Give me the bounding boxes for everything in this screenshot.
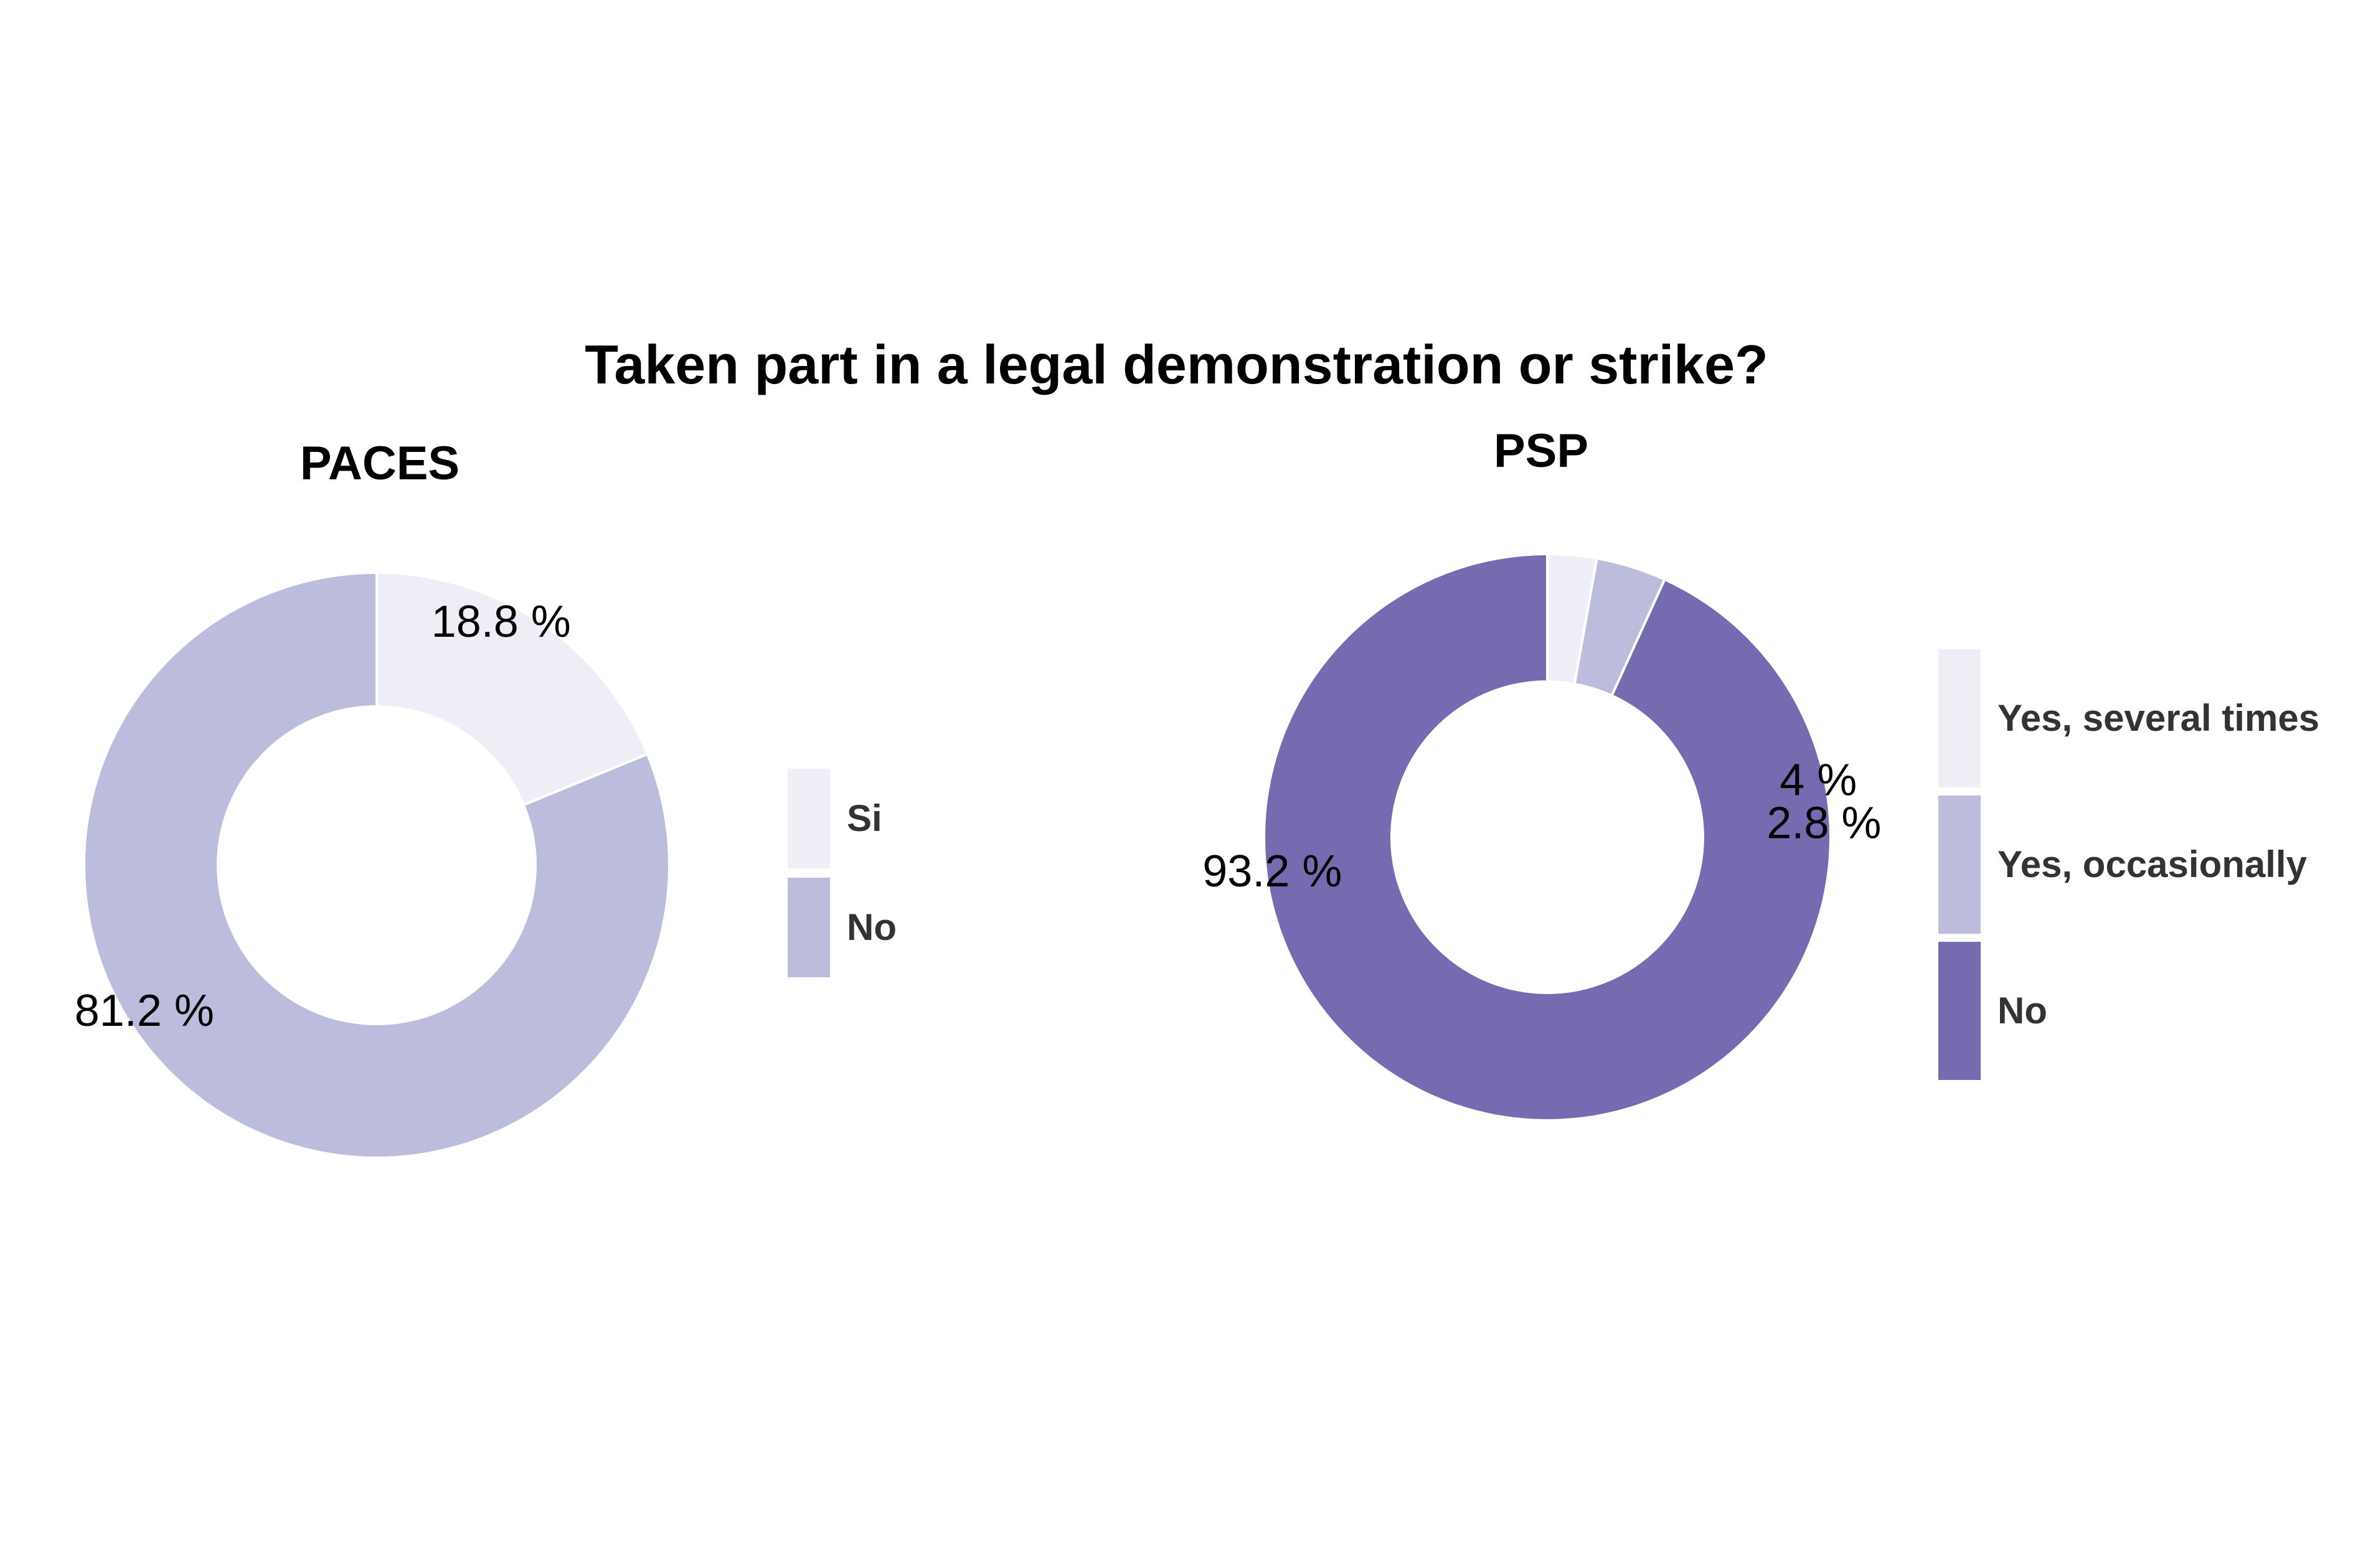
donut-chart-paces: PACES 18.8 % 81.2 % Si No	[75, 437, 897, 1159]
panel-title: PACES	[300, 437, 460, 490]
donut-chart-psp: PSP 2.8 %4 % 93.2 % Yes, several times Yes, …	[1202, 425, 2319, 1122]
legend-swatch	[788, 878, 830, 977]
slice-si	[375, 571, 649, 807]
legend-label: No	[847, 906, 897, 948]
legend-swatch	[788, 769, 830, 868]
slice-label: 2.8 %	[1766, 799, 1881, 848]
panel-title: PSP	[1494, 425, 1588, 477]
legend-swatch	[1938, 796, 1981, 934]
slice-label: 4 %	[1780, 755, 1857, 805]
slice-no	[83, 571, 671, 1159]
slice-label: 93.2 %	[1202, 847, 1342, 896]
slice-label: 81.2 %	[75, 986, 214, 1036]
legend-label: No	[1997, 990, 2047, 1031]
legend-swatch	[1938, 942, 1981, 1080]
legend-swatch	[1938, 649, 1981, 787]
legend-label: Yes, occasionally	[1997, 843, 2308, 885]
slice-label: 18.8 %	[431, 597, 571, 647]
slice-no	[1263, 552, 1832, 1122]
legend-label: Si	[847, 797, 882, 839]
legend-label: Yes, several times	[1997, 697, 2319, 739]
chart-title: Taken part in a legal demonstration or s…	[585, 334, 1768, 395]
